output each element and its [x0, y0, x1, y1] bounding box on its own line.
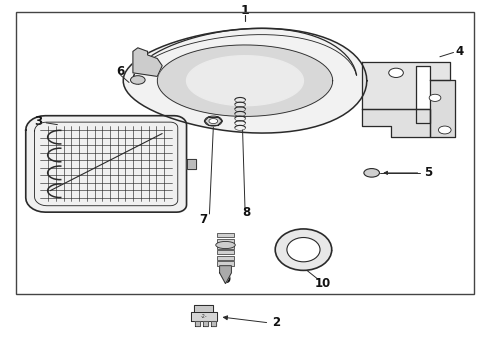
- Ellipse shape: [439, 126, 451, 134]
- Text: 1: 1: [241, 4, 249, 17]
- Polygon shape: [196, 321, 200, 327]
- Ellipse shape: [130, 76, 145, 84]
- Ellipse shape: [364, 168, 379, 177]
- Text: 4: 4: [455, 45, 464, 58]
- Text: 6: 6: [117, 64, 125, 77]
- Polygon shape: [362, 62, 450, 123]
- Ellipse shape: [287, 238, 320, 262]
- Polygon shape: [362, 109, 430, 137]
- Bar: [217, 233, 234, 237]
- Polygon shape: [133, 48, 162, 76]
- Bar: [217, 244, 234, 249]
- Polygon shape: [220, 266, 231, 284]
- Polygon shape: [187, 56, 303, 106]
- Text: 5: 5: [423, 166, 432, 179]
- Bar: [217, 261, 234, 266]
- Bar: [217, 239, 234, 243]
- Ellipse shape: [389, 68, 403, 77]
- Text: 7: 7: [199, 213, 208, 226]
- Polygon shape: [157, 45, 333, 116]
- Polygon shape: [187, 159, 196, 169]
- Ellipse shape: [275, 229, 332, 270]
- Text: 2: 2: [272, 316, 281, 329]
- Text: 10: 10: [315, 277, 331, 290]
- Polygon shape: [26, 116, 187, 212]
- Text: -2-: -2-: [201, 314, 208, 319]
- Text: 3: 3: [34, 114, 42, 127]
- Bar: [217, 250, 234, 254]
- Ellipse shape: [216, 242, 235, 249]
- Polygon shape: [192, 312, 217, 321]
- Polygon shape: [194, 305, 213, 312]
- Text: 8: 8: [243, 206, 250, 219]
- Polygon shape: [123, 28, 367, 133]
- Polygon shape: [203, 321, 208, 327]
- Ellipse shape: [429, 94, 441, 102]
- Bar: [217, 256, 234, 260]
- Text: 9: 9: [222, 273, 231, 286]
- Ellipse shape: [209, 118, 218, 123]
- Ellipse shape: [204, 116, 222, 126]
- Polygon shape: [430, 80, 455, 137]
- Bar: [16, 12, 474, 294]
- Polygon shape: [211, 321, 216, 327]
